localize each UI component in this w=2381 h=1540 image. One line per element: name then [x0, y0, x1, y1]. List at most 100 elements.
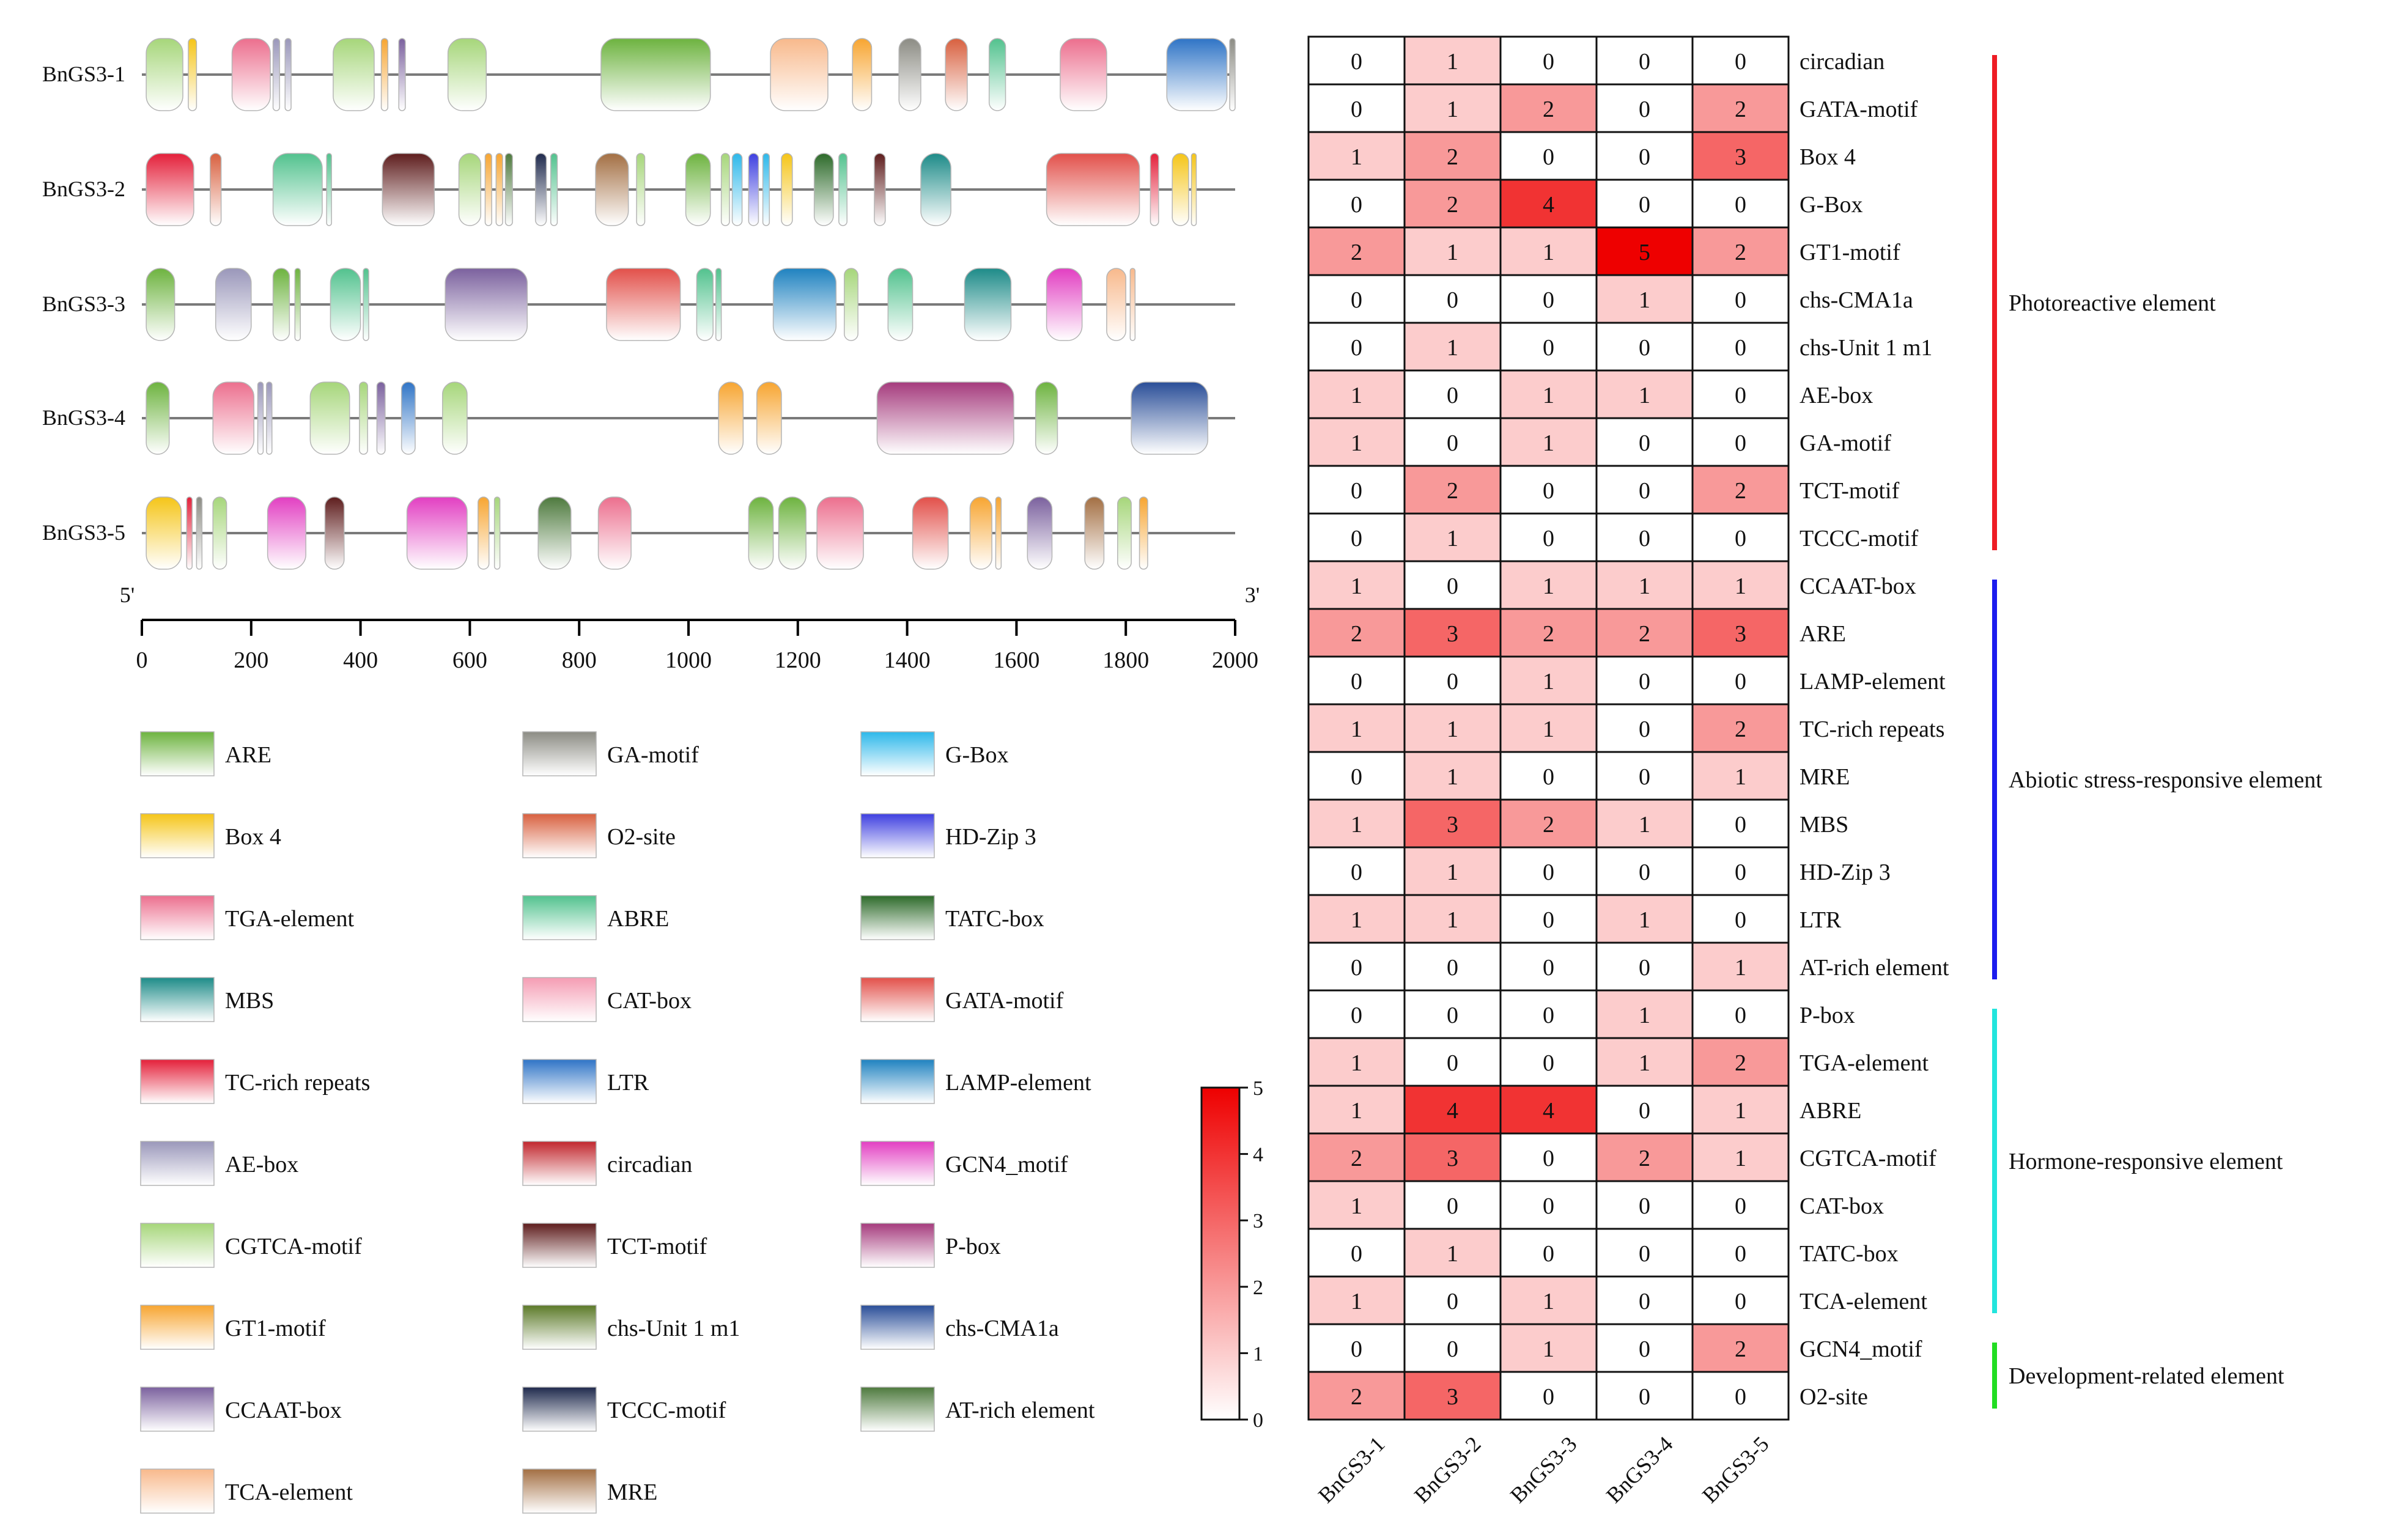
axis-tick-label: 1200 — [775, 647, 821, 673]
heatmap-value: 0 — [1735, 287, 1746, 313]
element-ccaat-box — [376, 381, 386, 455]
row-label-mbs: MBS — [1800, 812, 1848, 838]
heatmap-cell — [1595, 1085, 1694, 1135]
heatmap-value: 1 — [1351, 1193, 1362, 1219]
heatmap-value: 0 — [1639, 1098, 1650, 1124]
heatmap-cell — [1307, 179, 1406, 229]
legend-swatch-at-rich-element — [860, 1387, 935, 1432]
heatmap-cell — [1403, 1371, 1502, 1421]
element-tccc-motif — [534, 153, 547, 226]
heatmap-value: 0 — [1735, 907, 1746, 933]
heatmap-value: 0 — [1351, 955, 1362, 981]
element-box-4 — [781, 153, 793, 226]
heatmap-value: 1 — [1639, 287, 1650, 313]
column-label-bngs3-3: BnGS3-3 — [1505, 1432, 1581, 1508]
heatmap-value: 0 — [1543, 764, 1554, 790]
heatmap-cell — [1403, 846, 1502, 896]
element-ae-box — [272, 38, 281, 111]
axis-tick-label: 200 — [234, 647, 268, 673]
heatmap-value: 0 — [1639, 97, 1650, 122]
heatmap-value: 0 — [1639, 764, 1650, 790]
heatmap-cell — [1403, 1323, 1502, 1373]
element-cgtca-motif — [447, 38, 487, 111]
legend-label-tccc-motif: TCCC-motif — [607, 1398, 726, 1423]
heatmap-cell — [1499, 226, 1598, 276]
legend-swatch-tc-rich-repeats — [140, 1059, 215, 1104]
heatmap-value: 1 — [1543, 669, 1554, 694]
legend-label-tatc-box: TATC-box — [945, 906, 1044, 932]
element-ltr — [401, 381, 416, 455]
gene-label-bngs3-2: BnGS3-2 — [42, 177, 125, 201]
element-cgtca-motif — [493, 496, 501, 570]
gene-label-bngs3-4: BnGS3-4 — [42, 405, 125, 430]
heatmap-cell — [1595, 894, 1694, 944]
row-label-abre: ABRE — [1800, 1098, 1861, 1124]
heatmap-value: 1 — [1447, 49, 1458, 75]
legend-label-mbs: MBS — [225, 988, 274, 1014]
heatmap-cell — [1307, 1275, 1406, 1325]
heatmap-cell — [1307, 703, 1406, 753]
element-ga-motif — [898, 38, 921, 111]
heatmap-value: 0 — [1351, 526, 1362, 551]
legend-label-ccaat-box: CCAAT-box — [225, 1398, 342, 1423]
heatmap-value: 1 — [1735, 1098, 1746, 1124]
element-abre — [696, 268, 714, 341]
heatmap-value: 1 — [1447, 97, 1458, 122]
legend-label-o2-site: O2-site — [607, 824, 676, 850]
heatmap-cell — [1595, 83, 1694, 133]
heatmap-value: 4 — [1543, 1098, 1554, 1124]
axis-tick-label: 1800 — [1102, 647, 1149, 673]
heatmap-value: 0 — [1639, 955, 1650, 981]
axis-tick-label: 0 — [136, 647, 148, 673]
row-label-tga-element: TGA-element — [1800, 1050, 1929, 1076]
legend-label-ga-motif: GA-motif — [607, 742, 699, 768]
legend-swatch-gt1-motif — [140, 1305, 215, 1350]
element-chs-cma1a — [1131, 381, 1209, 455]
heatmap-value: 0 — [1447, 383, 1458, 408]
heatmap-cell — [1403, 894, 1502, 944]
legend-swatch-cat-box — [522, 977, 597, 1022]
heatmap-cell — [1595, 226, 1694, 276]
heatmap-value: 1 — [1735, 1146, 1746, 1171]
heatmap-cell — [1499, 1323, 1598, 1373]
element-hd-zip-3 — [748, 153, 759, 226]
heatmap-value: 0 — [1543, 907, 1554, 933]
heatmap-value: 1 — [1447, 335, 1458, 361]
legend-swatch-tatc-box — [860, 895, 935, 940]
element-lamp-element — [772, 268, 837, 341]
heatmap-value: 2 — [1639, 621, 1650, 647]
element-cgtca-motif — [458, 153, 482, 226]
element-gcn4-motif — [267, 496, 306, 570]
heatmap-cell — [1691, 179, 1790, 229]
legend-swatch-gata-motif — [860, 977, 935, 1022]
element-tga-element — [231, 38, 271, 111]
heatmap-value: 0 — [1543, 1003, 1554, 1028]
element-gt1-motif — [1139, 496, 1148, 570]
heatmap-cell — [1307, 226, 1406, 276]
row-label-lamp-element: LAMP-element — [1800, 669, 1946, 694]
colorbar-tick-label: 4 — [1253, 1144, 1263, 1166]
heatmap-value: 2 — [1351, 1146, 1362, 1171]
element-gt1-motif — [852, 38, 873, 111]
element-mbs — [964, 268, 1012, 341]
element-at-rich-element — [504, 153, 513, 226]
legend-swatch-chs-cma1a — [860, 1305, 935, 1350]
legend-label-tct-motif: TCT-motif — [607, 1234, 707, 1259]
element-abre — [330, 268, 361, 341]
column-label-bngs3-5: BnGS3-5 — [1697, 1432, 1773, 1508]
heatmap-cell — [1307, 1037, 1406, 1087]
row-label-tc-rich-repeats: TC-rich repeats — [1800, 717, 1944, 742]
heatmap-cell — [1691, 1228, 1790, 1278]
legend-label-g-box: G-Box — [945, 742, 1008, 768]
heatmap-cell — [1691, 512, 1790, 562]
heatmap-value: 0 — [1351, 478, 1362, 504]
heatmap-value: 0 — [1543, 49, 1554, 75]
heatmap-cell — [1403, 703, 1502, 753]
element-gt1-motif — [756, 381, 782, 455]
gene-label-bngs3-3: BnGS3-3 — [42, 292, 125, 316]
heatmap-value: 0 — [1735, 860, 1746, 885]
heatmap-value: 1 — [1639, 907, 1650, 933]
legend-label-cat-box: CAT-box — [607, 988, 692, 1014]
element-abre — [838, 153, 848, 226]
axis-tick-label: 1000 — [665, 647, 712, 673]
